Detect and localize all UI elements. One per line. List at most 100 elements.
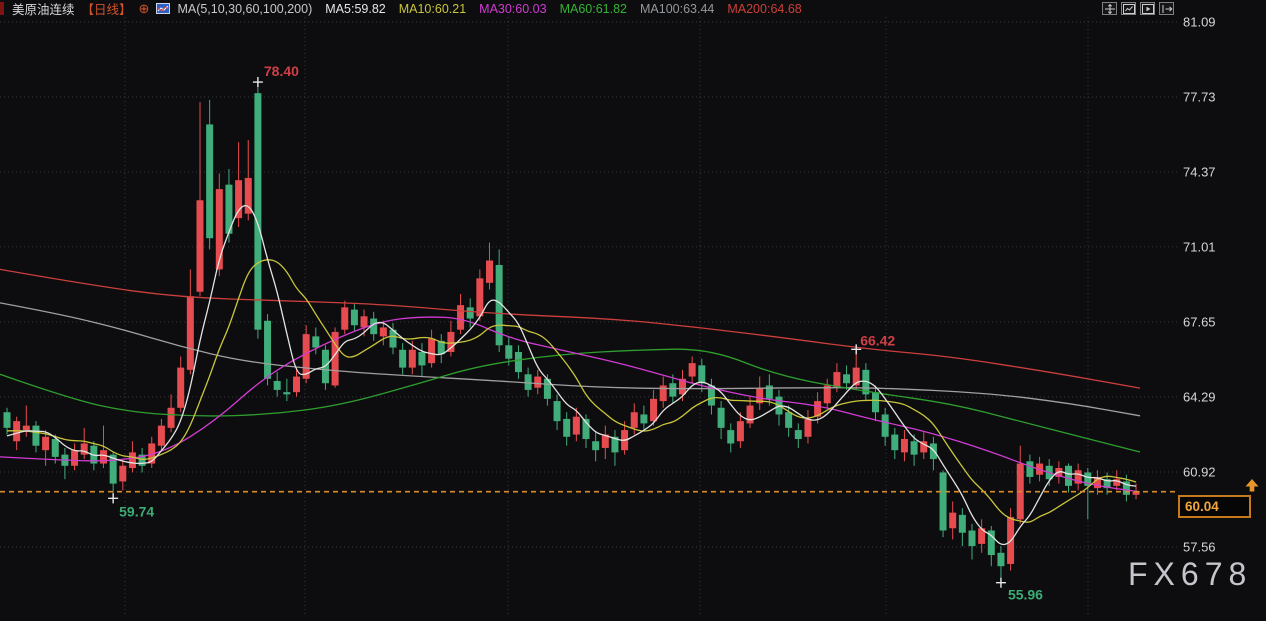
candle-down <box>592 441 600 451</box>
candle-down <box>698 365 706 384</box>
candle-down <box>785 412 793 428</box>
indicator-window-icon[interactable] <box>1121 2 1136 15</box>
candle-down <box>399 349 407 368</box>
candle-up <box>379 327 387 337</box>
candle-up <box>360 316 368 328</box>
candle-down <box>910 441 918 455</box>
candle-down <box>389 329 397 348</box>
add-indicator-icon[interactable]: ⊕ <box>138 1 150 16</box>
candle-down <box>225 184 233 234</box>
axis-tick-label: 71.01 <box>1183 239 1216 254</box>
price-annotation: 55.96 <box>1008 587 1043 603</box>
candle-down <box>109 454 117 484</box>
last-price-value: 60.04 <box>1185 499 1219 514</box>
candle-down <box>514 351 522 373</box>
candle-up <box>22 425 30 431</box>
candle-up <box>1074 470 1082 484</box>
candle-down <box>997 552 1005 567</box>
candle-up <box>408 349 416 368</box>
candle-up <box>80 443 88 455</box>
extreme-cross-marker <box>995 577 1006 588</box>
candle-up <box>736 421 744 442</box>
candle-up <box>833 372 841 388</box>
candle-up <box>42 436 50 451</box>
candle-down <box>717 407 725 428</box>
candle-down <box>264 320 272 379</box>
watermark: FX678 <box>1128 556 1253 592</box>
last-price-box: 60.04 <box>1178 495 1251 518</box>
candle-up <box>177 367 185 408</box>
candle-down <box>350 309 358 326</box>
period-selector[interactable]: 【日线】 <box>81 3 132 17</box>
symbol-name: 美原油连续 <box>12 3 75 17</box>
candle-up <box>302 334 310 379</box>
axis-tick-label: 60.92 <box>1183 465 1216 480</box>
price-annotation: 59.74 <box>119 503 154 519</box>
axis-tick-label: 74.37 <box>1183 164 1216 179</box>
candle-down <box>862 369 870 395</box>
candle-up <box>823 385 831 404</box>
price-annotation: 66.42 <box>860 332 895 348</box>
candle-down <box>553 401 561 422</box>
candle-up <box>196 200 204 292</box>
chart-header: 美原油连续 【日线】 ⊕ MA(5,10,30,60,100,200) MA5:… <box>0 0 1266 17</box>
ma60-readout: MA60:61.82 <box>559 1 627 16</box>
candle-down <box>524 374 532 390</box>
ma-line-MA30 <box>0 316 1141 493</box>
candle-up <box>1132 491 1140 495</box>
candle-up <box>331 331 339 386</box>
candle-down <box>51 439 59 457</box>
candle-up <box>235 180 243 219</box>
chart-toolbar <box>1102 2 1174 15</box>
candle-down <box>1026 461 1034 477</box>
candle-down <box>968 530 976 547</box>
candle-down <box>765 385 773 399</box>
pane-export-icon[interactable] <box>1159 2 1174 15</box>
candle-down <box>707 385 715 406</box>
candle-up <box>814 401 822 417</box>
candle-down <box>283 392 291 395</box>
candle-down <box>437 340 445 355</box>
candle-up <box>679 378 686 395</box>
ma-line-MA100 <box>0 302 1141 417</box>
candle-up <box>688 363 696 377</box>
candle-up <box>128 452 136 469</box>
candle-up <box>447 331 455 352</box>
candle-up <box>186 296 194 370</box>
candle-down <box>3 412 11 428</box>
extreme-cross-marker <box>851 344 862 355</box>
ma30-readout: MA30:60.03 <box>479 1 547 16</box>
candle-down <box>312 336 320 348</box>
axis-tick-label: 77.73 <box>1183 89 1216 104</box>
ma-line-MA5 <box>6 205 1137 546</box>
ma10-readout: MA10:60.21 <box>398 1 467 16</box>
move-tool-icon[interactable] <box>1102 2 1117 15</box>
axis-tick-label: 57.56 <box>1183 540 1216 555</box>
candle-up <box>428 338 436 364</box>
chart-playback-icon[interactable] <box>1140 2 1155 15</box>
candle-up <box>119 465 127 482</box>
candle-up <box>534 376 542 388</box>
candle-down <box>1084 472 1092 486</box>
candle-up <box>920 441 928 453</box>
candle-up <box>650 398 658 422</box>
axis-tick-label: 81.09 <box>1183 15 1216 30</box>
candle-down <box>1122 481 1130 495</box>
candle-up <box>978 528 986 544</box>
candle-up <box>100 450 107 464</box>
ma5-readout: MA5:59.82 <box>325 1 386 16</box>
candle-down <box>794 430 802 440</box>
candle-down <box>881 414 889 437</box>
candle-down <box>466 307 474 319</box>
mini-chart-icon[interactable] <box>156 3 171 14</box>
candle-up <box>457 305 465 330</box>
candle-down <box>370 318 378 335</box>
candle-up <box>804 418 812 437</box>
candle-down <box>1103 479 1111 489</box>
candle-down <box>958 514 966 533</box>
candle-down <box>495 264 503 346</box>
ma100-readout: MA100:63.44 <box>640 1 715 16</box>
axis-tick-label: 64.29 <box>1183 389 1216 404</box>
candle-down <box>939 472 947 531</box>
